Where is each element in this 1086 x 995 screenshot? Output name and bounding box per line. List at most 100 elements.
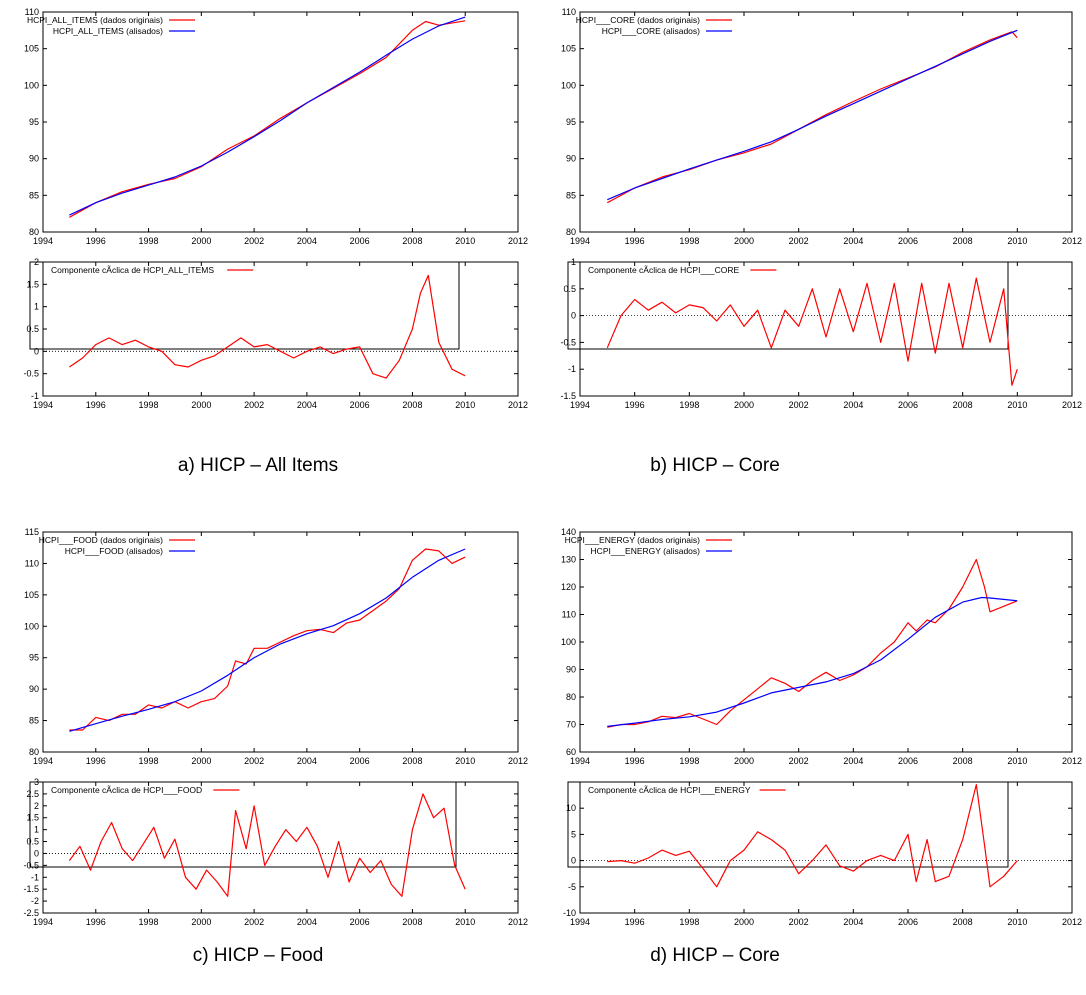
x-tick-label: 2004 [843, 400, 863, 410]
x-tick-label: 1998 [679, 917, 699, 927]
x-tick-label: 1998 [679, 236, 699, 246]
plot-frame [42, 261, 519, 397]
y-tick-label: 110 [25, 558, 39, 568]
x-tick-label: 1996 [86, 917, 106, 927]
y-tick-label: 10 [566, 803, 576, 813]
caption-d: d) HICP – Core [650, 945, 780, 966]
x-tick-label: 1996 [625, 917, 645, 927]
y-tick-label: 90 [29, 154, 39, 164]
x-tick-label: 2010 [1007, 917, 1027, 927]
x-tick-label: 1994 [33, 236, 53, 246]
y-tick-label: 85 [29, 716, 39, 726]
x-tick-label: 2010 [455, 400, 475, 410]
x-tick-label: 2008 [402, 756, 422, 766]
y-tick-label: 80 [29, 227, 39, 237]
y-tick-label: 100 [561, 637, 576, 647]
legend-frame [567, 781, 1009, 868]
x-tick-label: 2004 [297, 236, 317, 246]
y-tick-label: 115 [25, 527, 39, 537]
y-tick-label: 80 [29, 747, 39, 757]
series-line-cycle [69, 274, 466, 379]
y-tick-label: 0.5 [26, 837, 39, 847]
x-tick-label: 2000 [191, 400, 211, 410]
y-tick-label: -5 [568, 882, 576, 892]
x-tick-label: 2006 [350, 756, 370, 766]
series-line-smoothed [69, 16, 466, 216]
x-tick-label: 2000 [734, 400, 754, 410]
x-tick-label: 2006 [898, 400, 918, 410]
x-tick-label: 2008 [953, 917, 973, 927]
x-tick-label: 2002 [789, 917, 809, 927]
plot-frame [42, 531, 519, 753]
plot-frame [42, 781, 519, 914]
x-tick-label: 1994 [570, 756, 590, 766]
y-tick-label: 90 [566, 154, 576, 164]
x-tick-label: 2000 [734, 756, 754, 766]
x-tick-label: 1994 [570, 400, 590, 410]
chart-c: 1994 1996 1998 2000 2002 2004 2006 2008 2010 2012… [24, 527, 528, 766]
y-tick-label: 70 [566, 720, 576, 730]
y-tick-label: 90 [566, 665, 576, 675]
x-tick-label: 2010 [455, 236, 475, 246]
x-tick-label: 2006 [350, 400, 370, 410]
x-tick-label: 2012 [508, 236, 528, 246]
y-tick-label: 110 [562, 7, 576, 17]
y-tick-label: 1 [571, 257, 576, 267]
legend-label: Componente cÃ­clica de HCPI___FOOD [51, 785, 202, 795]
legend-label: HCPI_ALL_ITEMS (alisados) [53, 26, 163, 36]
legend-frame [29, 261, 460, 350]
y-tick-label: 80 [566, 227, 576, 237]
x-tick-label: 2002 [244, 756, 264, 766]
x-tick-label: 2012 [1062, 400, 1082, 410]
y-tick-label: 110 [25, 7, 39, 17]
y-tick-label: 105 [561, 44, 576, 54]
chart-a-cycle: 1994 1996 1998 2000 2002 2004 2006 2008 2010 2012… [23, 257, 528, 410]
series-line-smoothed [607, 29, 1018, 201]
y-tick-label: 80 [566, 692, 576, 702]
x-tick-label: 2002 [244, 400, 264, 410]
x-tick-label: 2010 [1007, 236, 1027, 246]
y-tick-label: 100 [24, 80, 39, 90]
x-tick-label: 2006 [898, 756, 918, 766]
caption-a: a) HICP – All Items [177, 455, 339, 476]
y-tick-label: 105 [24, 44, 39, 54]
x-tick-label: 2004 [297, 400, 317, 410]
y-tick-label: -0.5 [560, 337, 576, 347]
x-tick-label: 1998 [139, 236, 159, 246]
x-tick-label: 2002 [244, 917, 264, 927]
legend-label: HCPI___ENERGY (dados originais) [565, 535, 701, 545]
x-tick-label: 2004 [843, 756, 863, 766]
plot-frame [579, 781, 1073, 914]
x-tick-label: 2012 [508, 917, 528, 927]
y-tick-label: 0 [34, 346, 39, 356]
y-tick-label: -0.5 [23, 860, 39, 870]
x-tick-label: 2012 [508, 400, 528, 410]
x-tick-label: 1994 [33, 917, 53, 927]
y-tick-label: 95 [29, 653, 39, 663]
chart-b-cycle: 1994 1996 1998 2000 2002 2004 2006 2008 2010 2012… [560, 257, 1082, 410]
x-tick-label: 1998 [139, 400, 159, 410]
x-tick-label: 2008 [953, 756, 973, 766]
x-tick-label: 1994 [33, 756, 53, 766]
x-tick-label: 2004 [843, 917, 863, 927]
x-tick-label: 2010 [455, 756, 475, 766]
caption-c: c) HICP – Food [192, 945, 324, 966]
y-tick-label: 1.5 [26, 279, 39, 289]
y-tick-label: -0.5 [23, 369, 39, 379]
legend-label: Componente cÃ­clica de HCPI_ALL_ITEMS [51, 265, 214, 275]
y-tick-label: -1.5 [560, 391, 576, 401]
x-tick-label: 1994 [570, 917, 590, 927]
x-tick-label: 2006 [350, 917, 370, 927]
y-tick-label: 2.5 [26, 789, 39, 799]
y-tick-label: 105 [24, 590, 39, 600]
chart-d: 1994 1996 1998 2000 2002 2004 2006 2008 2010 2012… [561, 527, 1082, 766]
x-tick-label: 2000 [734, 236, 754, 246]
legend-frame [567, 261, 1009, 350]
y-tick-label: -1 [31, 872, 39, 882]
y-tick-label: 100 [561, 80, 576, 90]
series-line-original [69, 548, 466, 731]
series-line-original [69, 20, 466, 218]
plot-frame [579, 261, 1073, 397]
y-tick-label: 85 [566, 190, 576, 200]
y-tick-label: 1 [34, 302, 39, 312]
